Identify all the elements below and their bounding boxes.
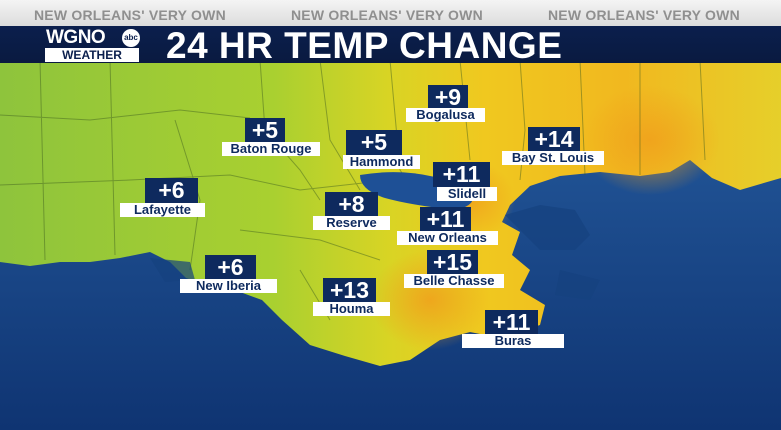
temp-change: +8 <box>325 192 378 217</box>
tagline: NEW ORLEANS' VERY OWN <box>34 7 226 23</box>
city-name: Bay St. Louis <box>502 151 604 165</box>
temp-change: +13 <box>323 278 376 303</box>
city-name: Bogalusa <box>406 108 485 122</box>
temp-change: +5 <box>245 118 285 143</box>
city-name: Hammond <box>343 155 420 169</box>
city-name: New Iberia <box>180 279 277 293</box>
city-name: Slidell <box>437 187 497 201</box>
city-name: Houma <box>313 302 390 316</box>
temp-change: +11 <box>420 207 471 232</box>
logo-subtitle: WEATHER <box>45 48 139 62</box>
tagline: NEW ORLEANS' VERY OWN <box>548 7 740 23</box>
temp-change: +11 <box>485 310 538 335</box>
logo-network: abc <box>122 29 140 47</box>
logo-name: WGNO <box>46 27 106 48</box>
city-name: Buras <box>462 334 564 348</box>
city-name: Lafayette <box>120 203 205 217</box>
temp-change: +15 <box>427 250 478 275</box>
title: 24 HR TEMP CHANGE <box>166 25 563 66</box>
temp-change: +14 <box>528 127 580 152</box>
city-name: New Orleans <box>397 231 498 245</box>
bays <box>150 205 600 300</box>
temp-change: +5 <box>346 130 402 155</box>
temp-change: +6 <box>145 178 198 203</box>
parish-lines <box>0 59 706 321</box>
city-name: Reserve <box>313 216 390 230</box>
tagline: NEW ORLEANS' VERY OWN <box>291 7 483 23</box>
temp-change: +6 <box>205 255 256 280</box>
city-name: Belle Chasse <box>404 274 504 288</box>
warm-zone <box>580 85 720 195</box>
top-strip <box>0 0 781 26</box>
city-name: Baton Rouge <box>222 142 320 156</box>
temp-change: +11 <box>433 162 490 187</box>
station-logo: WGNO abc WEATHER <box>44 26 142 63</box>
temp-change: +9 <box>428 85 468 110</box>
